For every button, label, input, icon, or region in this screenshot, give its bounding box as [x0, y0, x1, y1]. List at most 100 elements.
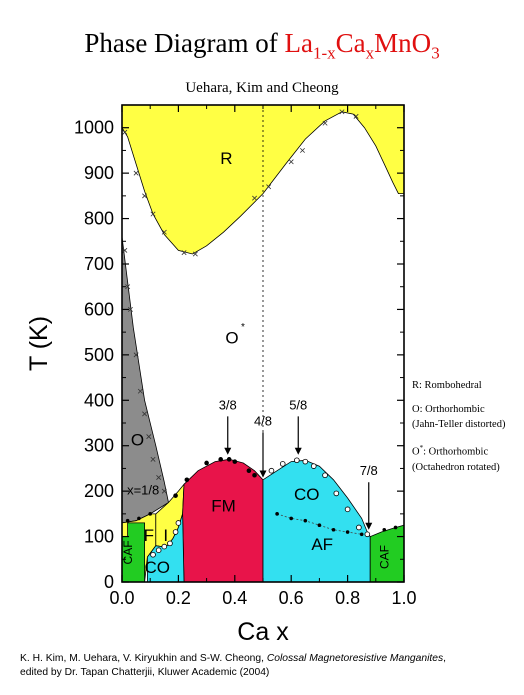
- region-label: O: [131, 431, 144, 450]
- af-data-point: [148, 512, 152, 516]
- chart-title: Phase Diagram of La1-xCaxMnO3: [0, 28, 524, 63]
- region-fm: [182, 458, 264, 582]
- arrow-head: [294, 447, 302, 455]
- data-cross: [127, 306, 133, 312]
- region-o: [122, 236, 169, 524]
- arrow-head: [365, 522, 373, 530]
- co-data-point: [364, 531, 371, 538]
- x-tick-label: 0.2: [166, 588, 191, 608]
- arrow-head: [259, 470, 267, 478]
- fm-data-point: [218, 457, 223, 462]
- x-axis-label: Ca x: [237, 618, 289, 646]
- co-data-point: [150, 551, 156, 558]
- data-cross: [133, 170, 139, 176]
- co-data-point: [268, 467, 275, 474]
- region-caf-right: [369, 524, 404, 582]
- y-tick-label: 0: [104, 572, 114, 592]
- region-caf-left: [122, 522, 146, 582]
- data-cross: [142, 411, 148, 417]
- data-cross: [137, 388, 143, 394]
- y-tick-label: 800: [84, 209, 114, 229]
- data-cross: [146, 434, 152, 440]
- co-data-point: [310, 463, 317, 469]
- data-cross: [122, 247, 128, 253]
- region-label: R: [220, 149, 232, 168]
- af-data-point: [393, 525, 398, 530]
- data-cross: [156, 475, 162, 480]
- data-cross: [150, 456, 156, 462]
- y-tick-label: 400: [84, 390, 114, 410]
- book-title: Colossal Magnetoresistive Manganites: [266, 653, 444, 664]
- data-cross: [125, 284, 131, 290]
- co-data-point: [294, 457, 300, 464]
- co-data-point: [344, 506, 351, 513]
- data-cross: [150, 211, 156, 217]
- af-data-point: [137, 516, 141, 521]
- arrow-label: 5/8: [289, 397, 307, 412]
- region-label: I: [163, 526, 168, 545]
- x-tick-label: 1.0: [391, 588, 416, 608]
- af-data-point: [345, 530, 350, 534]
- data-cross: [266, 184, 272, 190]
- x-tick-label: 0.0: [109, 588, 134, 608]
- af-data-point: [331, 527, 336, 532]
- af-data-point: [382, 527, 387, 532]
- co-data-point: [356, 524, 362, 531]
- data-cross: [181, 250, 187, 256]
- data-cross: [339, 109, 345, 115]
- region-co-af: [262, 459, 371, 582]
- region-label: x=1/8: [127, 483, 159, 498]
- title-prefix: Phase Diagram of: [84, 28, 285, 58]
- legend-item-o-star: O*: Orthorhombic (Octahedron rotated): [412, 444, 500, 473]
- data-cross: [142, 193, 148, 199]
- y-tick-label: 100: [84, 527, 114, 547]
- region-label: FM: [211, 497, 236, 516]
- data-cross: [133, 352, 139, 358]
- region-label: F: [144, 526, 154, 545]
- region-r: [122, 105, 404, 255]
- y-tick-label: 200: [84, 481, 114, 501]
- legend-item-o: O: Orthorhombic (Jahn-Teller distorted): [412, 404, 506, 430]
- af-data-point: [317, 523, 322, 528]
- data-cross: [122, 129, 128, 135]
- x-tick-label: 0.6: [279, 588, 304, 608]
- fm-data-point: [252, 472, 257, 478]
- data-cross: [192, 251, 198, 257]
- co-data-point: [167, 540, 173, 547]
- region-label-caf: CAF: [377, 545, 391, 569]
- data-cross: [161, 488, 167, 494]
- arrow-head: [224, 447, 232, 455]
- data-cross: [252, 195, 258, 201]
- fm-data-point: [246, 468, 252, 474]
- region-label: CO: [145, 558, 171, 577]
- region-label: AF: [311, 535, 333, 554]
- region-label-star: *: [241, 322, 245, 333]
- fm-data-point: [184, 477, 190, 483]
- y-axis-label: T (K): [25, 316, 53, 371]
- y-tick-label: 900: [84, 163, 114, 183]
- af-data-point: [275, 512, 279, 516]
- legend-item-r: R: Rombohedral: [412, 380, 482, 391]
- arrow-label: 3/8: [219, 397, 237, 412]
- title-formula: La1-xCaxMnO3: [284, 28, 440, 63]
- co-data-point: [333, 490, 340, 497]
- y-tick-label: 300: [84, 436, 114, 456]
- fm-data-point: [173, 493, 178, 498]
- data-cross: [322, 120, 328, 126]
- fm-data-point: [204, 460, 209, 466]
- data-cross: [299, 147, 305, 153]
- citation: K. H. Kim, M. Uehara, V. Kiryukhin and S…: [20, 653, 447, 678]
- af-data-point: [289, 516, 294, 521]
- x-tick-label: 0.8: [335, 588, 360, 608]
- af-data-point: [125, 518, 130, 523]
- y-tick-label: 600: [84, 299, 114, 319]
- co-data-point: [155, 547, 162, 553]
- af-data-point: [359, 532, 364, 537]
- data-cross: [161, 229, 167, 235]
- af-data-point: [303, 518, 308, 523]
- co-data-point: [302, 458, 309, 465]
- fm-data-point: [226, 457, 232, 462]
- data-cross: [288, 159, 294, 165]
- y-tick-label: 1000: [74, 118, 114, 138]
- y-tick-label: 700: [84, 254, 114, 274]
